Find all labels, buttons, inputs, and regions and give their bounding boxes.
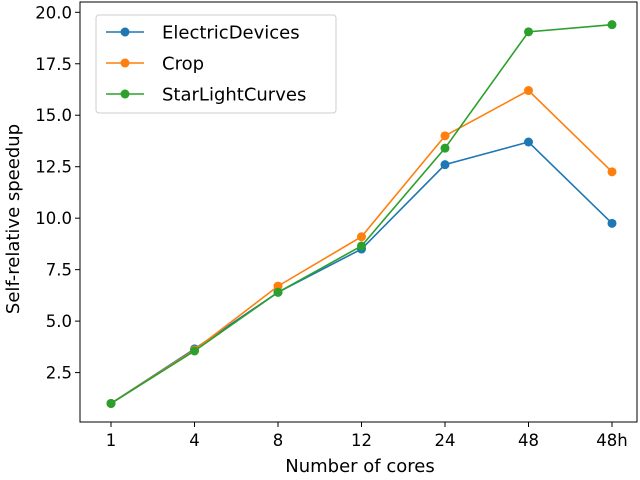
y-tick-label: 5.0 (46, 312, 72, 331)
legend-label-crop: Crop (162, 54, 204, 75)
y-tick-label: 2.5 (46, 364, 72, 383)
data-point-starlightcurves (190, 346, 199, 356)
data-point-starlightcurves (106, 398, 116, 408)
legend-marker-electricdevices (120, 27, 130, 37)
plot-frame (79, 1, 638, 423)
data-point-starlightcurves (357, 241, 366, 251)
y-tick-label: 7.5 (46, 261, 72, 280)
series-layer (106, 20, 617, 408)
y-tick-label: 15.0 (35, 106, 72, 125)
data-point-crop (607, 167, 617, 177)
data-point-crop (357, 232, 366, 242)
data-point-electricdevices (524, 137, 533, 147)
x-tick-label: 1 (106, 431, 117, 450)
x-axis-ticks: 1 4 8 12 24 48 48h (106, 422, 628, 450)
x-tick-label: 24 (435, 431, 456, 450)
legend-box (95, 14, 337, 114)
data-point-starlightcurves (440, 143, 450, 153)
data-point-crop (273, 281, 283, 291)
x-tick-label: 8 (273, 431, 284, 450)
y-tick-label: 20.0 (35, 3, 72, 22)
data-point-crop (440, 131, 450, 141)
legend-marker-starlightcurves (120, 89, 130, 99)
data-point-starlightcurves (273, 287, 283, 297)
x-tick-label: 48 (518, 431, 539, 450)
data-point-starlightcurves (607, 20, 617, 30)
series-starlightcurves (106, 20, 617, 408)
x-tick-label: 48h (596, 431, 627, 450)
data-point-electricdevices (607, 218, 617, 228)
x-tick-label: 4 (189, 431, 200, 450)
y-tick-label: 12.5 (35, 158, 72, 177)
legend-label-starlightcurves: StarLightCurves (162, 85, 306, 106)
data-point-crop (524, 86, 533, 96)
legend-marker-crop (120, 58, 130, 68)
x-axis-label: Number of cores (285, 456, 434, 477)
y-axis-ticks: 2.5 5.0 7.5 10.0 12.5 15.0 17.5 20.0 (35, 3, 80, 383)
x-tick-label: 12 (351, 431, 372, 450)
legend-label-electricdevices: ElectricDevices (162, 23, 300, 44)
y-tick-label: 17.5 (35, 55, 72, 74)
data-point-starlightcurves (524, 27, 533, 37)
data-point-electricdevices (440, 160, 450, 170)
y-axis-label: Self-relative speedup (3, 124, 24, 314)
legend: ElectricDevices Crop StarLightCurves (95, 14, 337, 114)
y-tick-label: 10.0 (35, 209, 72, 228)
